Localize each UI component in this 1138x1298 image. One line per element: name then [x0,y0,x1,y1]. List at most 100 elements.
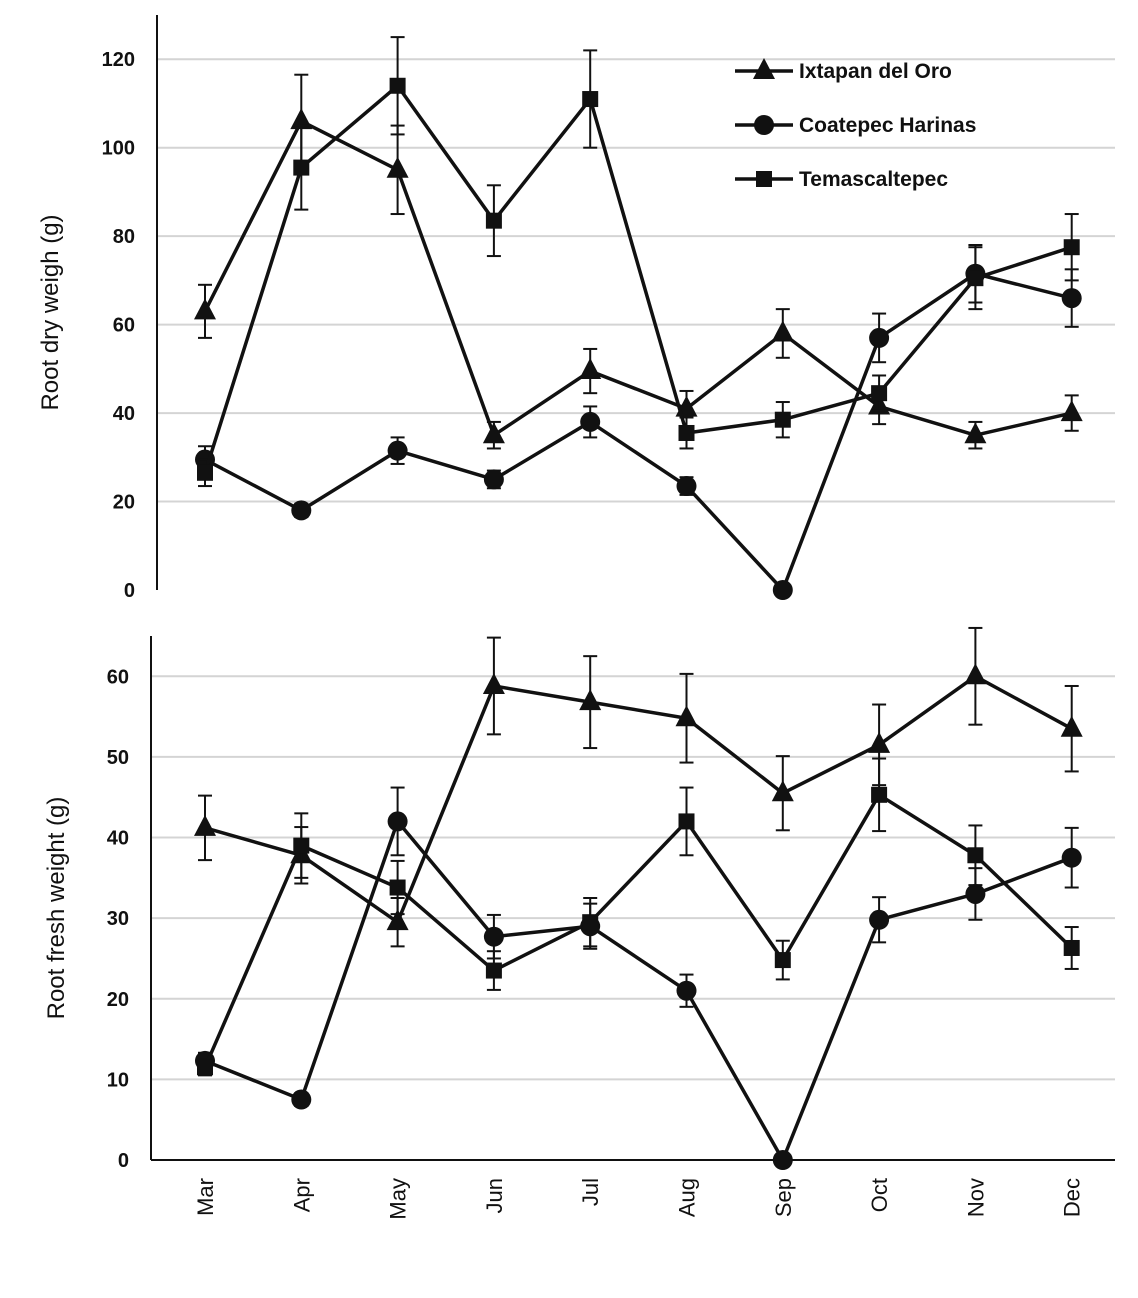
y-tick-label: 50 [107,747,129,769]
data-point [967,847,984,864]
y-tick-label: 10 [107,1069,129,1091]
y-tick-label: 120 [102,49,135,71]
data-point [386,156,409,178]
data-point [483,926,504,947]
data-point [1061,288,1082,309]
x-tick-label: Jun [482,1178,507,1213]
y-tick-label: 60 [113,315,135,337]
y-axis-label: Root fresh weight (g) [43,797,70,1020]
y-tick-label: 30 [107,908,129,930]
series-line [204,272,1073,592]
y-tick-label: 20 [107,989,129,1011]
data-point [771,780,794,802]
data-point [964,663,987,685]
data-point [483,469,504,490]
data-point [871,786,888,803]
data-point [868,731,891,753]
legend-item-ixtapan-del-oro: Ixtapan del Oro [735,58,952,83]
legend-label: Coatepec Harinas [799,114,976,137]
data-point [387,811,408,832]
series-temascaltepec [197,36,1080,488]
series-temascaltepec [197,757,1080,1077]
series-line [203,793,1073,1068]
x-tick-label: May [386,1178,411,1220]
data-point [387,440,408,461]
data-point [485,962,502,979]
series-line [203,119,1073,437]
y-tick-label: 100 [102,138,135,160]
data-point [482,422,505,444]
data-point [964,422,987,444]
legend: Ixtapan del Oro Coatepec Harinas Temascalt… [735,58,976,191]
data-point [485,212,502,229]
legend-marker [753,58,775,79]
data-point [676,980,697,1001]
x-tick-label: Nov [963,1178,988,1217]
data-point [869,909,890,930]
data-point [580,411,601,432]
data-point [678,813,695,830]
data-point [871,385,888,402]
data-point [386,909,409,931]
y-tick-label: 60 [107,666,129,688]
data-point [197,464,213,481]
data-point [1060,400,1083,422]
x-tick-label: Mar [193,1178,218,1216]
legend-item-coatepec-harinas: Coatepec Harinas [735,114,976,137]
y-tick-label: 40 [113,403,135,425]
x-tick-label: Oct [867,1178,892,1212]
data-point [291,500,312,521]
data-point [675,705,698,727]
x-tick-label: Dec [1060,1178,1085,1217]
data-point [197,1059,213,1076]
data-point [967,270,984,287]
data-point [291,1089,312,1110]
data-point [774,952,791,969]
y-tick-label: 0 [124,580,135,602]
data-point [1061,847,1082,868]
data-point [772,580,793,600]
data-point [389,879,406,896]
legend-item-temascaltepec: Temascaltepec [735,168,948,191]
data-point [965,883,986,904]
data-point [194,814,216,836]
legend-label: Ixtapan del Oro [799,60,952,83]
data-point [772,1150,793,1170]
y-tick-label: 80 [113,226,135,248]
series-line [204,819,1073,1162]
legend-marker [754,115,774,135]
data-point [293,837,310,854]
data-point [1063,239,1080,256]
fresh-weight-chart: 0 10 20 30 40 50 60 Root fresh weight (g) [43,626,1115,1172]
x-tick-label: Apr [289,1178,314,1212]
dry-weight-chart: 0 20 40 60 80 100 120 Root dry weigh (g) [37,15,1115,602]
data-point [678,424,695,441]
data-point [290,108,313,130]
series-coatepec-harinas [195,244,1082,600]
legend-marker [756,171,772,187]
y-tick-label: 40 [107,828,129,850]
data-point [869,327,890,348]
data-point [774,411,791,428]
x-tick-label: Sep [771,1178,796,1217]
data-point [582,914,599,931]
data-point [1060,715,1083,737]
legend-label: Temascaltepec [799,168,948,191]
series-coatepec-harinas [195,786,1082,1170]
data-point [389,77,406,94]
y-tick-label: 20 [113,492,135,514]
data-point [771,320,794,342]
data-point [1063,939,1080,956]
y-tick-label: 0 [118,1150,129,1172]
y-axis-label: Root dry weigh (g) [37,214,64,410]
x-tick-label: Aug [675,1178,700,1217]
data-point [293,159,310,176]
series-line [203,84,1073,474]
x-tick-label: Jul [578,1178,603,1206]
data-point [482,672,505,694]
data-point [582,91,599,108]
data-point [579,358,602,380]
x-axis-tick-labels: Mar Apr May Jun Jul Aug Sep Oct Nov Dec [193,1178,1085,1220]
data-point [676,476,697,497]
